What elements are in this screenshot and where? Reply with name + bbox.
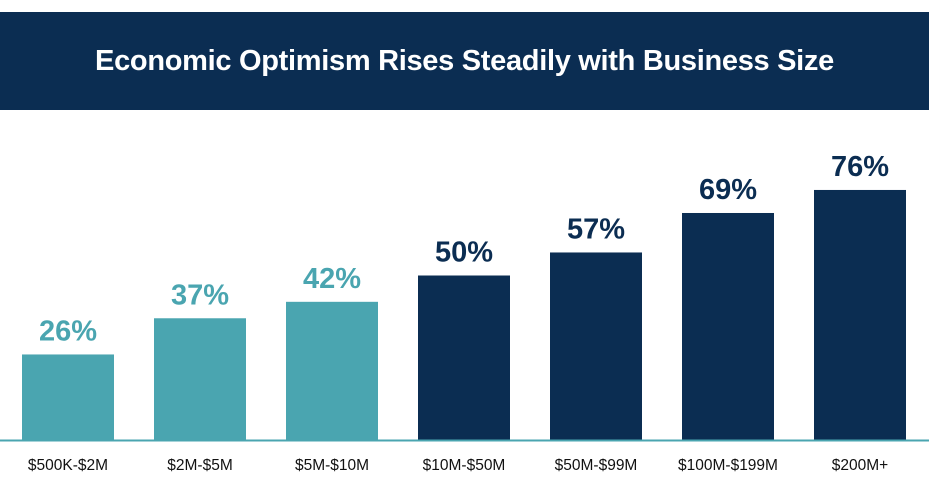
bar-2 [154, 318, 246, 440]
x-tick-label: $200M+ [832, 457, 888, 474]
chart-title: Economic Optimism Rises Steadily with Bu… [95, 44, 834, 77]
data-label: 37% [171, 279, 229, 311]
x-tick-label: $500K-$2M [28, 457, 108, 474]
x-tick-label: $10M-$50M [423, 457, 506, 474]
bar-1 [22, 354, 114, 440]
bar-7 [814, 189, 906, 440]
bar-3 [286, 301, 378, 440]
bar-5 [550, 252, 642, 440]
bar-6 [682, 212, 774, 440]
bar-4 [418, 275, 510, 440]
data-label: 26% [39, 315, 97, 347]
title-banner: Economic Optimism Rises Steadily with Bu… [0, 12, 929, 110]
data-label: 50% [435, 237, 493, 269]
data-label: 76% [831, 151, 889, 183]
x-tick-label: $50M-$99M [555, 457, 638, 474]
x-tick-label: $100M-$199M [678, 457, 778, 474]
data-label: 57% [567, 213, 625, 245]
data-label: 69% [699, 174, 757, 206]
data-label: 42% [303, 263, 361, 295]
x-tick-label: $5M-$10M [295, 457, 369, 474]
x-tick-label: $2M-$5M [167, 457, 232, 474]
